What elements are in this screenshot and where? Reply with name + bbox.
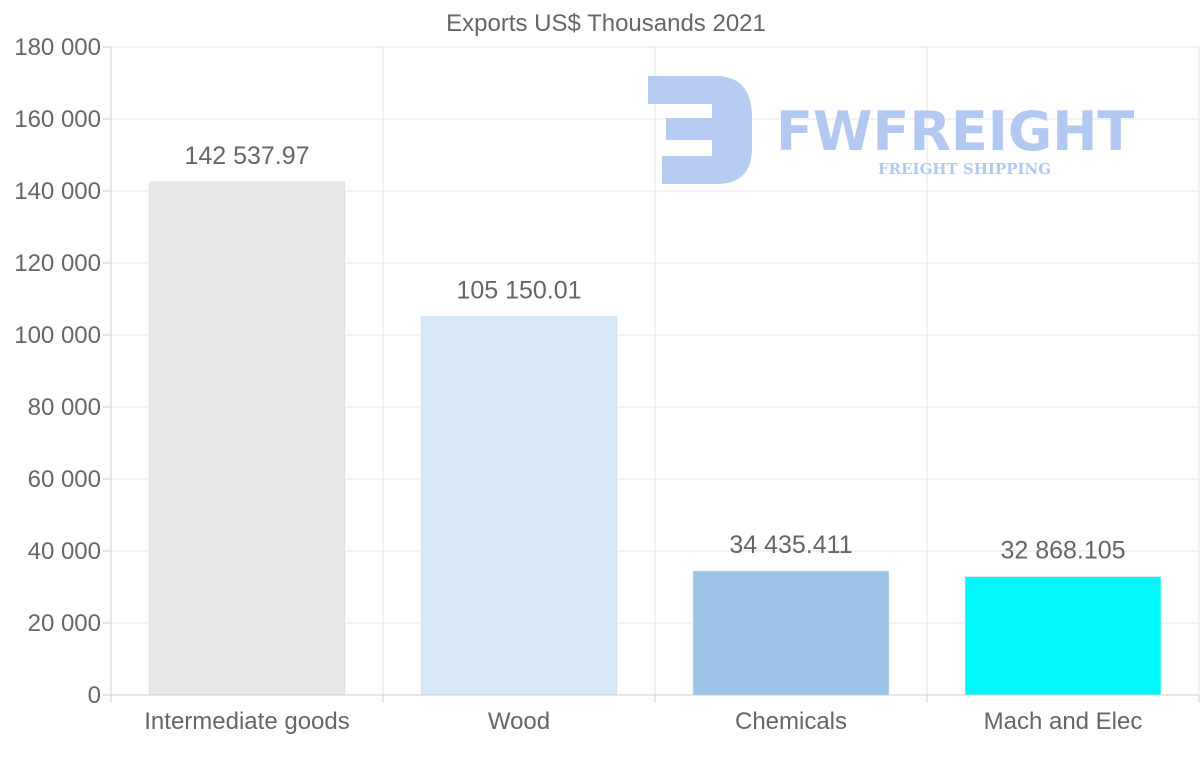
y-tick-label: 120 000 xyxy=(14,250,101,277)
bar xyxy=(420,316,618,696)
bar xyxy=(964,576,1162,696)
fwfreight-logo-icon xyxy=(648,76,752,184)
watermark-brand: FWFREIGHT xyxy=(776,100,1134,163)
watermark-logo: FWFREIGHT FREIGHT SHIPPING xyxy=(648,76,1134,184)
bars xyxy=(148,181,1162,696)
bar-value-label: 32 868.105 xyxy=(1000,537,1125,565)
bar-value-label: 105 150.01 xyxy=(456,276,581,304)
y-tick-label: 60 000 xyxy=(28,466,101,493)
y-tick-label: 180 000 xyxy=(14,34,101,61)
bar xyxy=(148,181,346,696)
x-category-label: Mach and Elec xyxy=(984,708,1143,735)
watermark-tagline: FREIGHT SHIPPING xyxy=(878,160,1051,178)
x-category-label: Wood xyxy=(488,708,550,735)
bar xyxy=(692,570,890,696)
chart-title: Exports US$ Thousands 2021 xyxy=(446,10,766,37)
axes xyxy=(103,46,1200,703)
bar-value-label: 142 537.97 xyxy=(184,142,309,170)
y-tick-label: 0 xyxy=(88,682,101,709)
y-tick-label: 80 000 xyxy=(28,394,101,421)
y-tick-label: 100 000 xyxy=(14,322,101,349)
x-category-label: Intermediate goods xyxy=(144,708,349,735)
y-tick-label: 20 000 xyxy=(28,610,101,637)
y-tick-label: 160 000 xyxy=(14,106,101,133)
bar-value-label: 34 435.411 xyxy=(729,531,852,559)
y-tick-label: 140 000 xyxy=(14,178,101,205)
labels: 0 20 000 40 000 60 000 80 000 100 000 120 000 1… xyxy=(14,34,1142,735)
y-tick-label: 40 000 xyxy=(28,538,101,565)
x-category-label: Chemicals xyxy=(735,708,847,735)
